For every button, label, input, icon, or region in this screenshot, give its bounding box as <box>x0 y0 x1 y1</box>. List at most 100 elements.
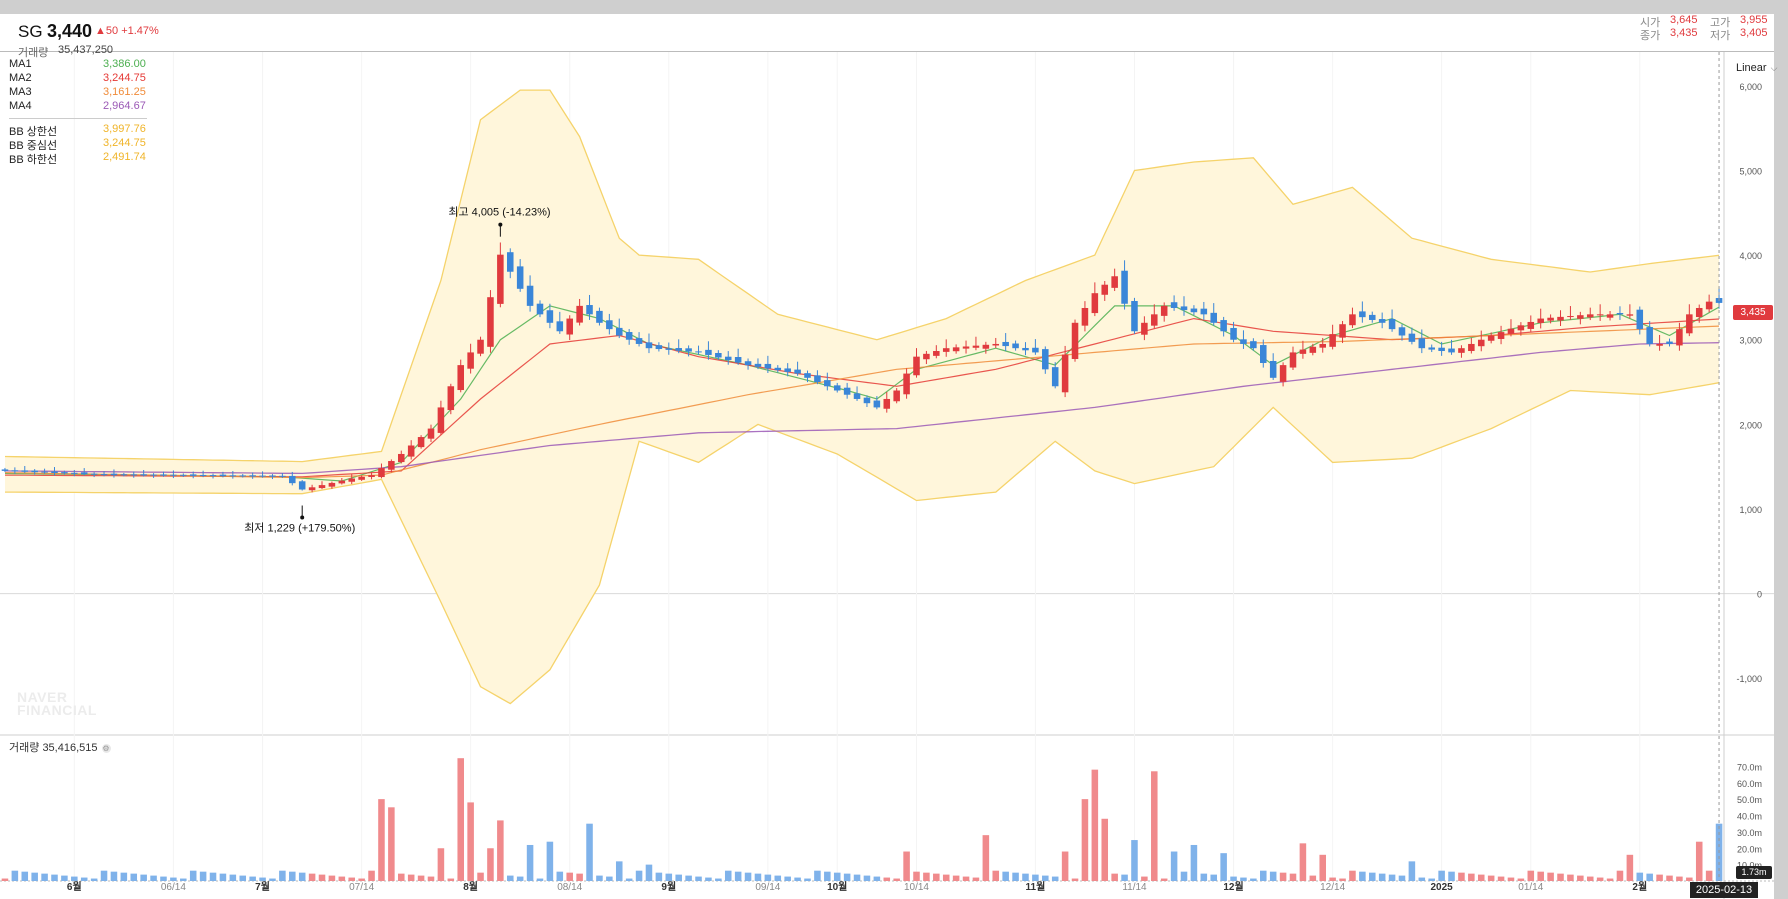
candle-body <box>625 332 633 340</box>
date-axis-tick: 11월 <box>1026 881 1046 893</box>
price-axis-tick: 2,000 <box>1739 420 1762 430</box>
scale-type-label: Linear <box>1736 62 1767 74</box>
volume-axis-tick: 10.0m <box>1737 861 1762 871</box>
legend-divider <box>9 118 147 119</box>
candle-body <box>833 385 841 391</box>
volume-bar <box>1517 878 1525 881</box>
date-axis-tick: 12월 <box>1223 881 1243 893</box>
candle-body <box>308 487 316 491</box>
volume-axis-tick: 50.0m <box>1737 795 1762 805</box>
candle-body <box>1160 305 1168 316</box>
date-axis-tick: 08/14 <box>557 882 582 893</box>
stock-symbol: SG <box>18 22 43 41</box>
candle-body <box>665 348 673 350</box>
candle-body <box>1012 343 1019 349</box>
volume-bar <box>1299 843 1307 881</box>
price-axis-tick: 0 <box>1757 590 1762 600</box>
volume-bar <box>1319 854 1326 881</box>
candle-body <box>1111 276 1118 288</box>
volume-bar <box>398 873 405 881</box>
candle-body <box>1250 341 1257 349</box>
candle-body <box>328 482 336 487</box>
candle-body <box>744 361 752 366</box>
candle-body <box>289 475 296 484</box>
volume-bar <box>21 871 29 881</box>
candle-body <box>170 474 177 476</box>
volume-bar <box>1577 875 1584 881</box>
candle-body <box>1141 322 1148 335</box>
candle-body <box>952 347 960 352</box>
candle-body <box>358 476 365 480</box>
candle-body <box>120 474 128 476</box>
candle-body <box>1517 325 1525 331</box>
volume-bar <box>100 870 108 881</box>
window-frame-top <box>0 0 1788 14</box>
candle-body <box>1131 301 1138 332</box>
volume-bar <box>1468 873 1475 881</box>
candle-body <box>1269 360 1277 378</box>
candle-body <box>1695 307 1703 318</box>
candle-body <box>80 472 88 475</box>
candle-body <box>576 305 583 323</box>
candle-body <box>566 318 573 335</box>
volume-bar <box>1210 874 1218 881</box>
candle-body <box>1200 308 1208 315</box>
volume-bar <box>477 872 484 881</box>
volume-bar <box>586 823 593 881</box>
volume-bar <box>843 873 851 881</box>
volume-bar <box>774 875 782 881</box>
date-axis-tick: 01/14 <box>1518 882 1543 893</box>
volume-axis-tick: 20.0m <box>1737 844 1762 854</box>
volume-bar <box>546 841 554 881</box>
volume-bar <box>516 876 524 881</box>
candle-body <box>873 400 881 408</box>
volume-bar <box>199 871 207 881</box>
candle-body <box>1240 339 1247 344</box>
volume-bar <box>1686 877 1693 881</box>
candle-body <box>51 471 58 474</box>
bb-legend-value: 2,491.74 <box>103 151 146 163</box>
high-value: 3,955 <box>1740 14 1768 26</box>
volume-bar <box>685 875 692 881</box>
volume-bar <box>1022 873 1029 881</box>
candle-body <box>1596 314 1604 316</box>
candle-body <box>1636 309 1644 330</box>
volume-bar <box>695 876 702 881</box>
candle-body <box>1477 339 1485 347</box>
candle-body <box>31 470 38 473</box>
candle-body <box>1260 345 1267 363</box>
volume-bar <box>1220 853 1227 881</box>
volume-bar <box>497 820 504 881</box>
volume-bar <box>1151 771 1158 881</box>
ma-legend-name: MA3 <box>9 86 32 98</box>
volume-bar <box>1428 878 1435 881</box>
candle-body <box>298 481 306 490</box>
indicator-legend: MA1 3,386.00 MA2 3,244.75 MA3 3,161.25 MA4 2,96… <box>9 58 147 166</box>
settings-icon[interactable]: ⚙ <box>101 743 111 753</box>
scale-type-dropdown[interactable]: Linear ⌵ <box>1736 62 1777 74</box>
volume-bar <box>249 876 256 881</box>
volume-axis-tick: 40.0m <box>1737 812 1762 822</box>
volume-bar <box>794 877 801 881</box>
volume-bar <box>1339 878 1346 881</box>
candle-body <box>705 349 712 355</box>
volume-bar <box>1091 769 1099 881</box>
volume-bar <box>1260 870 1267 881</box>
volume-bar <box>1042 875 1049 881</box>
quote-header: SG 3,440 ▲50 +1.47% 거래량 35,437,250 시가 3,… <box>0 14 1774 59</box>
volume-bar <box>526 844 534 881</box>
candle-body <box>1567 316 1574 318</box>
volume-bar <box>1547 872 1554 881</box>
candle-body <box>1398 327 1406 336</box>
candle-body <box>764 363 772 369</box>
volume-bar <box>893 878 900 881</box>
candle-body <box>992 343 1000 346</box>
volume-bar <box>992 870 1000 881</box>
volume-bar <box>1378 873 1386 881</box>
price-chart[interactable]: 최고 4,005 (-14.23%) 최저 1,229 (+179.50%) 6… <box>0 52 1774 899</box>
volume-bar <box>1250 878 1257 881</box>
price-axis-tick: -1,000 <box>1736 674 1762 684</box>
candle-body <box>1408 333 1416 342</box>
candle-body <box>824 380 831 387</box>
